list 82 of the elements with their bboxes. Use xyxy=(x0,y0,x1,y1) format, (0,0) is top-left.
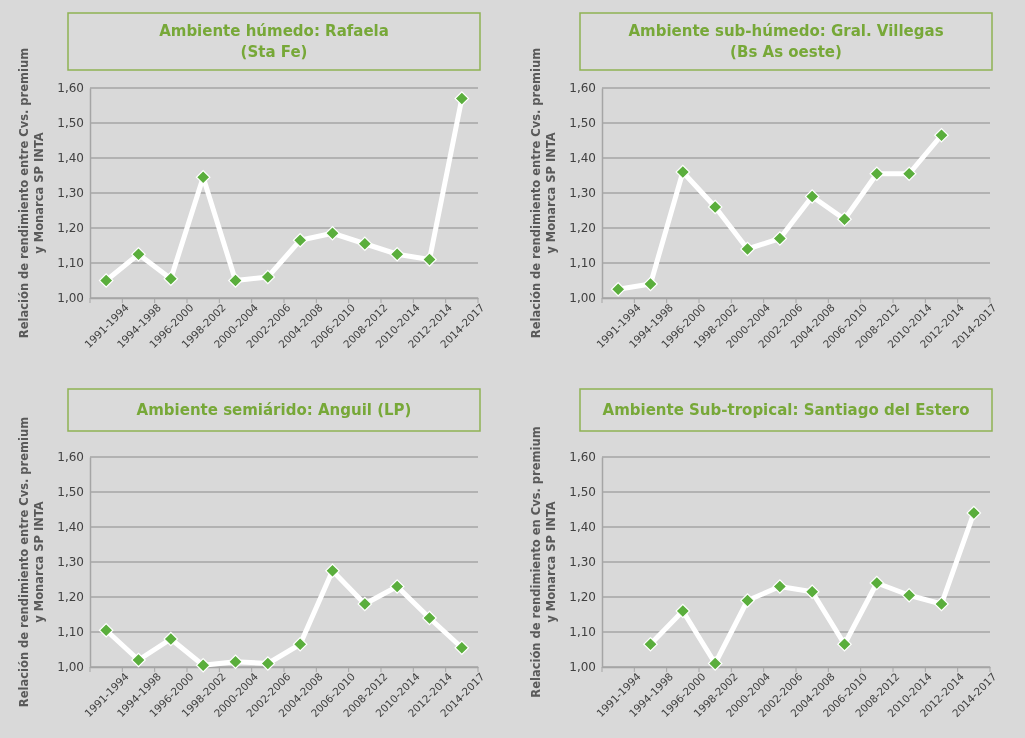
point xyxy=(163,271,179,287)
y-tick-label: 1,40 xyxy=(569,151,596,166)
y-tick-label: 1,30 xyxy=(57,186,84,201)
y-tick-label: 1,00 xyxy=(569,291,596,306)
y-tick-label: 1,30 xyxy=(569,555,596,570)
point xyxy=(195,657,211,673)
point xyxy=(325,563,340,579)
point xyxy=(869,166,885,182)
y-tick-label: 1,20 xyxy=(569,590,596,605)
y-tick-label: 1,40 xyxy=(57,520,84,535)
y-tick-label: 1,30 xyxy=(569,186,596,201)
y-axis-title: Relación de rendimiento en Cvs. premium y Monarca SP INTA xyxy=(529,426,558,698)
y-tick-label: 1,20 xyxy=(57,221,84,236)
point xyxy=(740,593,755,608)
chart-title: Ambiente semiárido: Anguil (LP) xyxy=(136,401,412,419)
point xyxy=(389,579,405,594)
point xyxy=(131,652,146,668)
point xyxy=(675,164,691,180)
point xyxy=(98,622,114,638)
y-axis-title: Relación de rendimiento entre Cvs. premium y Monarca SP INTA xyxy=(529,47,558,339)
point xyxy=(707,199,723,215)
point xyxy=(422,252,437,267)
y-tick-label: 1,10 xyxy=(569,256,596,271)
point xyxy=(934,127,949,143)
point xyxy=(869,575,885,591)
point xyxy=(837,636,852,652)
chart-title: Ambiente sub-húmedo: Gral. Villegas (Bs As oeste) xyxy=(628,22,944,61)
point xyxy=(325,225,340,241)
point xyxy=(772,579,788,594)
point xyxy=(610,281,626,297)
point xyxy=(163,631,179,647)
point xyxy=(643,276,658,292)
y-axis-title: Relación de rendimiento entre Cvs. premium y Monarca SP INTA xyxy=(17,47,46,339)
point xyxy=(804,584,820,600)
point xyxy=(389,246,405,262)
y-tick-label: 1,40 xyxy=(569,520,596,535)
point xyxy=(422,610,437,626)
point xyxy=(98,273,114,288)
point xyxy=(357,236,373,252)
point xyxy=(357,596,373,612)
point xyxy=(454,640,470,656)
point xyxy=(804,189,820,204)
point xyxy=(675,603,691,619)
point xyxy=(228,654,243,670)
y-tick-label: 1,60 xyxy=(569,450,596,465)
y-tick-label: 1,60 xyxy=(569,81,596,96)
point xyxy=(292,232,308,248)
y-tick-label: 1,50 xyxy=(57,485,84,500)
y-tick-label: 1,00 xyxy=(57,660,84,675)
y-tick-label: 1,20 xyxy=(57,590,84,605)
y-tick-label: 1,60 xyxy=(57,81,84,96)
y-tick-label: 1,50 xyxy=(569,485,596,500)
y-tick-label: 1,10 xyxy=(569,625,596,640)
y-tick-label: 1,30 xyxy=(57,555,84,570)
point xyxy=(131,246,146,262)
point xyxy=(966,505,982,521)
point xyxy=(260,269,276,285)
y-tick-label: 1,60 xyxy=(57,450,84,465)
point xyxy=(740,241,755,257)
point xyxy=(901,166,917,182)
point xyxy=(934,596,949,612)
point xyxy=(837,211,852,227)
y-tick-label: 1,50 xyxy=(569,116,596,131)
point xyxy=(292,636,308,652)
chart-title: Ambiente Sub-tropical: Santiago del Estero xyxy=(602,401,970,419)
point xyxy=(707,656,723,671)
y-tick-label: 1,00 xyxy=(57,291,84,306)
point xyxy=(260,656,276,671)
point xyxy=(901,587,917,603)
y-axis-title: Relación de rendimiento entre Cvs. premium y Monarca SP INTA xyxy=(17,416,46,708)
y-tick-label: 1,50 xyxy=(57,116,84,131)
point xyxy=(643,636,658,652)
y-tick-label: 1,10 xyxy=(57,625,84,640)
y-tick-label: 1,40 xyxy=(57,151,84,166)
point xyxy=(454,91,470,106)
chart-title: Ambiente húmedo: Rafaela (Sta Fe) xyxy=(159,22,389,61)
point xyxy=(195,169,211,185)
point xyxy=(772,231,788,246)
y-tick-label: 1,20 xyxy=(569,221,596,236)
y-tick-label: 1,00 xyxy=(569,660,596,675)
point xyxy=(228,273,243,288)
y-tick-label: 1,10 xyxy=(57,256,84,271)
